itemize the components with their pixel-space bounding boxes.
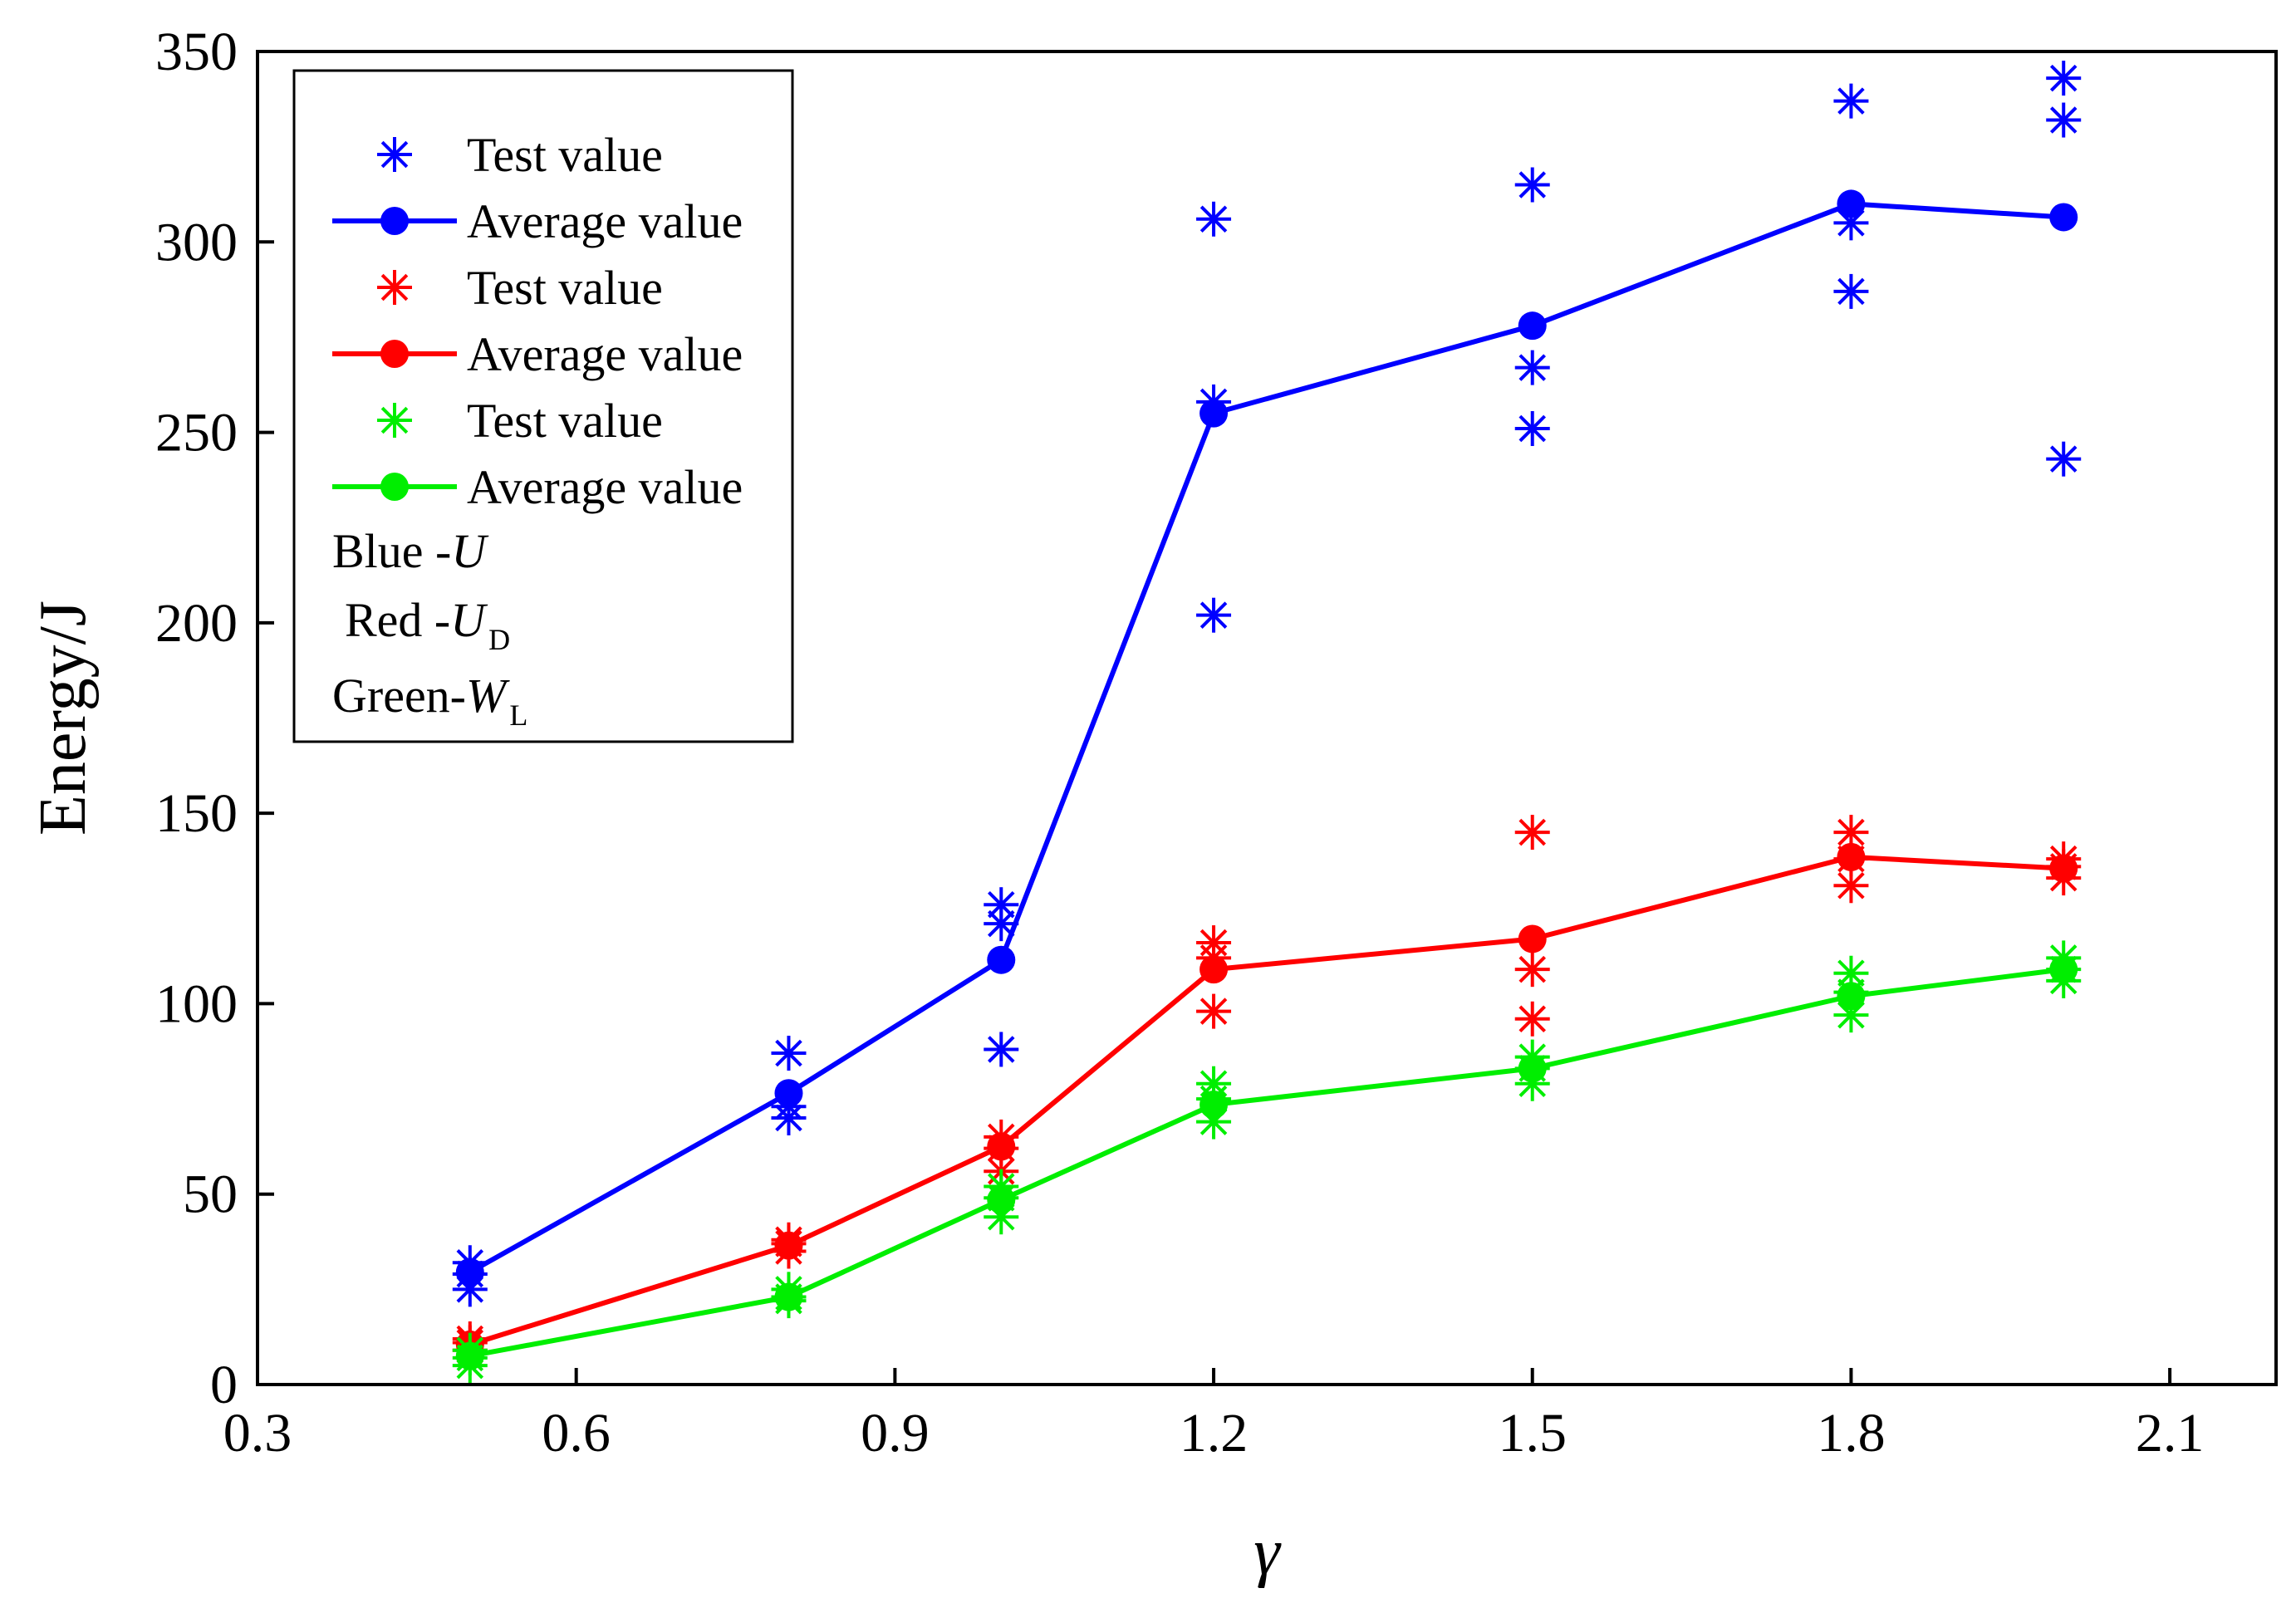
legend-entry-label: Average value: [467, 327, 743, 381]
average-point-u-6: [2049, 203, 2078, 232]
y-tick-label: 150: [155, 783, 238, 844]
average-point-u-3: [1200, 399, 1229, 428]
legend-asterisk-marker: [377, 137, 412, 172]
average-point-wl-6: [2049, 955, 2078, 984]
average-point-ud-1: [774, 1231, 803, 1260]
test-point-ud-3-2: [1196, 925, 1232, 961]
legend-entry-0: Test value: [377, 128, 663, 182]
x-tick-label: 2.1: [2136, 1403, 2205, 1463]
y-tick-label: 250: [155, 403, 238, 463]
test-point-u-4-1: [1514, 350, 1550, 385]
legend-entry-label: Test value: [467, 261, 663, 315]
legend-note-subscript: D: [488, 623, 510, 656]
legend-asterisk-marker: [377, 270, 412, 305]
test-point-u-6-2: [2046, 61, 2082, 96]
average-point-u-0: [455, 1257, 484, 1287]
legend-entry-label: Average value: [467, 194, 743, 248]
legend-entry-label: Test value: [467, 394, 663, 448]
test-point-u-5-2: [1833, 83, 1869, 119]
legend-box: [292, 69, 794, 743]
average-point-ud-4: [1518, 924, 1547, 953]
plot-data-layer: [452, 61, 2082, 1384]
test-point-ud-3-0: [1196, 993, 1232, 1029]
x-tick-label: 1.8: [1817, 1403, 1886, 1463]
test-point-u-1-2: [771, 1036, 807, 1071]
x-tick-label: 0.9: [861, 1403, 930, 1463]
test-point-wl-5-2: [1833, 955, 1869, 991]
test-point-u-3-2: [1196, 201, 1232, 237]
legend-entry-2: Test value: [377, 261, 663, 315]
y-tick-label: 350: [155, 22, 238, 82]
legend-entry-label: Average value: [467, 460, 743, 514]
y-tick-label: 200: [155, 593, 238, 654]
legend: Test value Average value Test value Average…: [292, 69, 794, 743]
average-point-ud-5: [1837, 842, 1866, 871]
legend-dot-marker: [380, 340, 409, 368]
series-ud: [452, 815, 2082, 1368]
legend-entry-label: Test value: [467, 128, 663, 182]
legend-dot-marker: [380, 473, 409, 501]
test-point-ud-4-0: [1514, 1001, 1550, 1037]
axis-layer: 0.3 0.6 0.9 1.2 1.5 1.8 2.1 0 50 100 150 200 250 300 3…: [27, 22, 2204, 1589]
legend-note-subscript: L: [509, 699, 527, 732]
legend-note-variable: U: [451, 524, 489, 578]
test-point-ud-4-2: [1514, 815, 1550, 850]
average-point-wl-0: [455, 1341, 484, 1370]
test-point-u-6-1: [2046, 102, 2082, 138]
legend-note-prefix: Red -: [345, 593, 450, 647]
average-point-wl-4: [1518, 1054, 1547, 1083]
average-point-ud-2: [987, 1132, 1016, 1161]
legend-entry-3: Average value: [332, 327, 743, 381]
legend-note-variable: U: [450, 593, 488, 647]
average-point-u-5: [1837, 189, 1866, 218]
plot-frame: [256, 50, 2278, 1386]
average-point-u-4: [1518, 311, 1547, 341]
x-axis-label: γ: [1253, 1516, 1282, 1589]
x-tick-label: 1.2: [1180, 1403, 1249, 1463]
legend-note-variable: W: [466, 669, 510, 723]
average-point-wl-5: [1837, 982, 1866, 1011]
legend-entry-5: Average value: [332, 460, 743, 514]
average-point-wl-2: [987, 1185, 1016, 1214]
test-point-u-2-2: [984, 887, 1019, 923]
legend-note-prefix: Green-: [332, 669, 466, 723]
y-tick-label: 0: [210, 1355, 238, 1415]
y-axis-label: Energy/J: [27, 600, 100, 836]
test-point-u-6-0: [2046, 441, 2082, 477]
test-point-u-4-0: [1514, 410, 1550, 446]
test-point-u-2-0: [984, 1032, 1019, 1067]
average-point-u-1: [774, 1079, 803, 1108]
test-point-u-4-2: [1514, 167, 1550, 203]
legend-note-prefix: Blue -: [332, 524, 451, 578]
legend-dot-marker: [380, 207, 409, 235]
legend-entry-4: Test value: [377, 394, 663, 448]
series-wl: [452, 940, 2082, 1384]
series-u: [452, 61, 2082, 1307]
average-point-ud-3: [1200, 955, 1229, 984]
average-point-u-2: [987, 945, 1016, 974]
test-point-u-5-0: [1833, 273, 1869, 309]
x-tick-label: 1.5: [1498, 1403, 1567, 1463]
y-tick-label: 100: [155, 973, 238, 1034]
legend-asterisk-marker: [377, 403, 412, 438]
x-tick-label: 0.3: [223, 1403, 292, 1463]
test-point-ud-4-1: [1514, 952, 1550, 988]
average-point-wl-1: [774, 1282, 803, 1311]
test-point-u-3-0: [1196, 597, 1232, 633]
legend-entry-1: Average value: [332, 194, 743, 248]
legend-note-0: Blue -U: [332, 524, 489, 578]
test-point-ud-5-2: [1833, 815, 1869, 850]
legend-note-2: Green-W L: [332, 669, 527, 732]
legend-note-1: Red -U D: [345, 593, 510, 656]
y-tick-label: 300: [155, 212, 238, 272]
y-tick-label: 50: [183, 1164, 238, 1225]
x-tick-label: 0.6: [542, 1403, 611, 1463]
average-point-wl-3: [1200, 1090, 1229, 1119]
average-point-ud-6: [2049, 854, 2078, 883]
